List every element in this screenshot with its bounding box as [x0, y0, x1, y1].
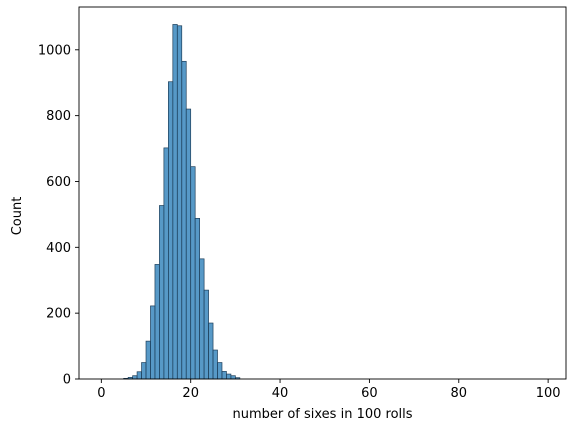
histogram-bar: [132, 375, 138, 380]
histogram-bar: [154, 264, 160, 380]
histogram-bar: [181, 60, 187, 380]
histogram-bar: [226, 373, 232, 380]
x-tick-label: 40: [272, 386, 289, 401]
histogram-bar: [230, 375, 236, 380]
x-tick-label: 80: [450, 386, 467, 401]
histogram-bar: [203, 289, 209, 380]
x-tick-label: 100: [536, 386, 561, 401]
plot-frame: [78, 6, 567, 380]
histogram-bar: [221, 371, 227, 380]
y-axis-label: Count: [10, 197, 25, 236]
histogram-bar: [217, 362, 223, 380]
x-tick-label: 60: [361, 386, 378, 401]
histogram-bar: [172, 24, 178, 380]
histogram-bar: [185, 108, 192, 380]
histogram-bars: [123, 24, 241, 380]
x-tick-label: 0: [97, 386, 105, 401]
axes: [78, 6, 567, 380]
y-tick-label: 800: [46, 109, 71, 124]
histogram-bar: [190, 166, 196, 380]
y-tick-label: 200: [46, 307, 71, 322]
y-tick-label: 400: [46, 241, 71, 256]
histogram-bar: [208, 322, 214, 380]
x-tick-label: 20: [182, 386, 199, 401]
y-tick-label: 1000: [38, 43, 71, 58]
y-tick-label: 600: [46, 175, 71, 190]
y-tick-label: 0: [63, 373, 71, 388]
histogram-bar: [145, 340, 151, 380]
histogram-bar: [136, 371, 142, 380]
x-axis-label: number of sixes in 100 rolls: [232, 407, 412, 422]
histogram-bar: [212, 349, 218, 380]
histogram-bar: [150, 305, 156, 380]
histogram-bar: [163, 147, 169, 380]
histogram-bar: [159, 205, 165, 380]
histogram-bar: [141, 362, 147, 380]
histogram-bar: [199, 258, 205, 380]
histogram-bar: [194, 217, 200, 380]
histogram-bar: [176, 25, 183, 380]
histogram-bar: [168, 81, 174, 380]
